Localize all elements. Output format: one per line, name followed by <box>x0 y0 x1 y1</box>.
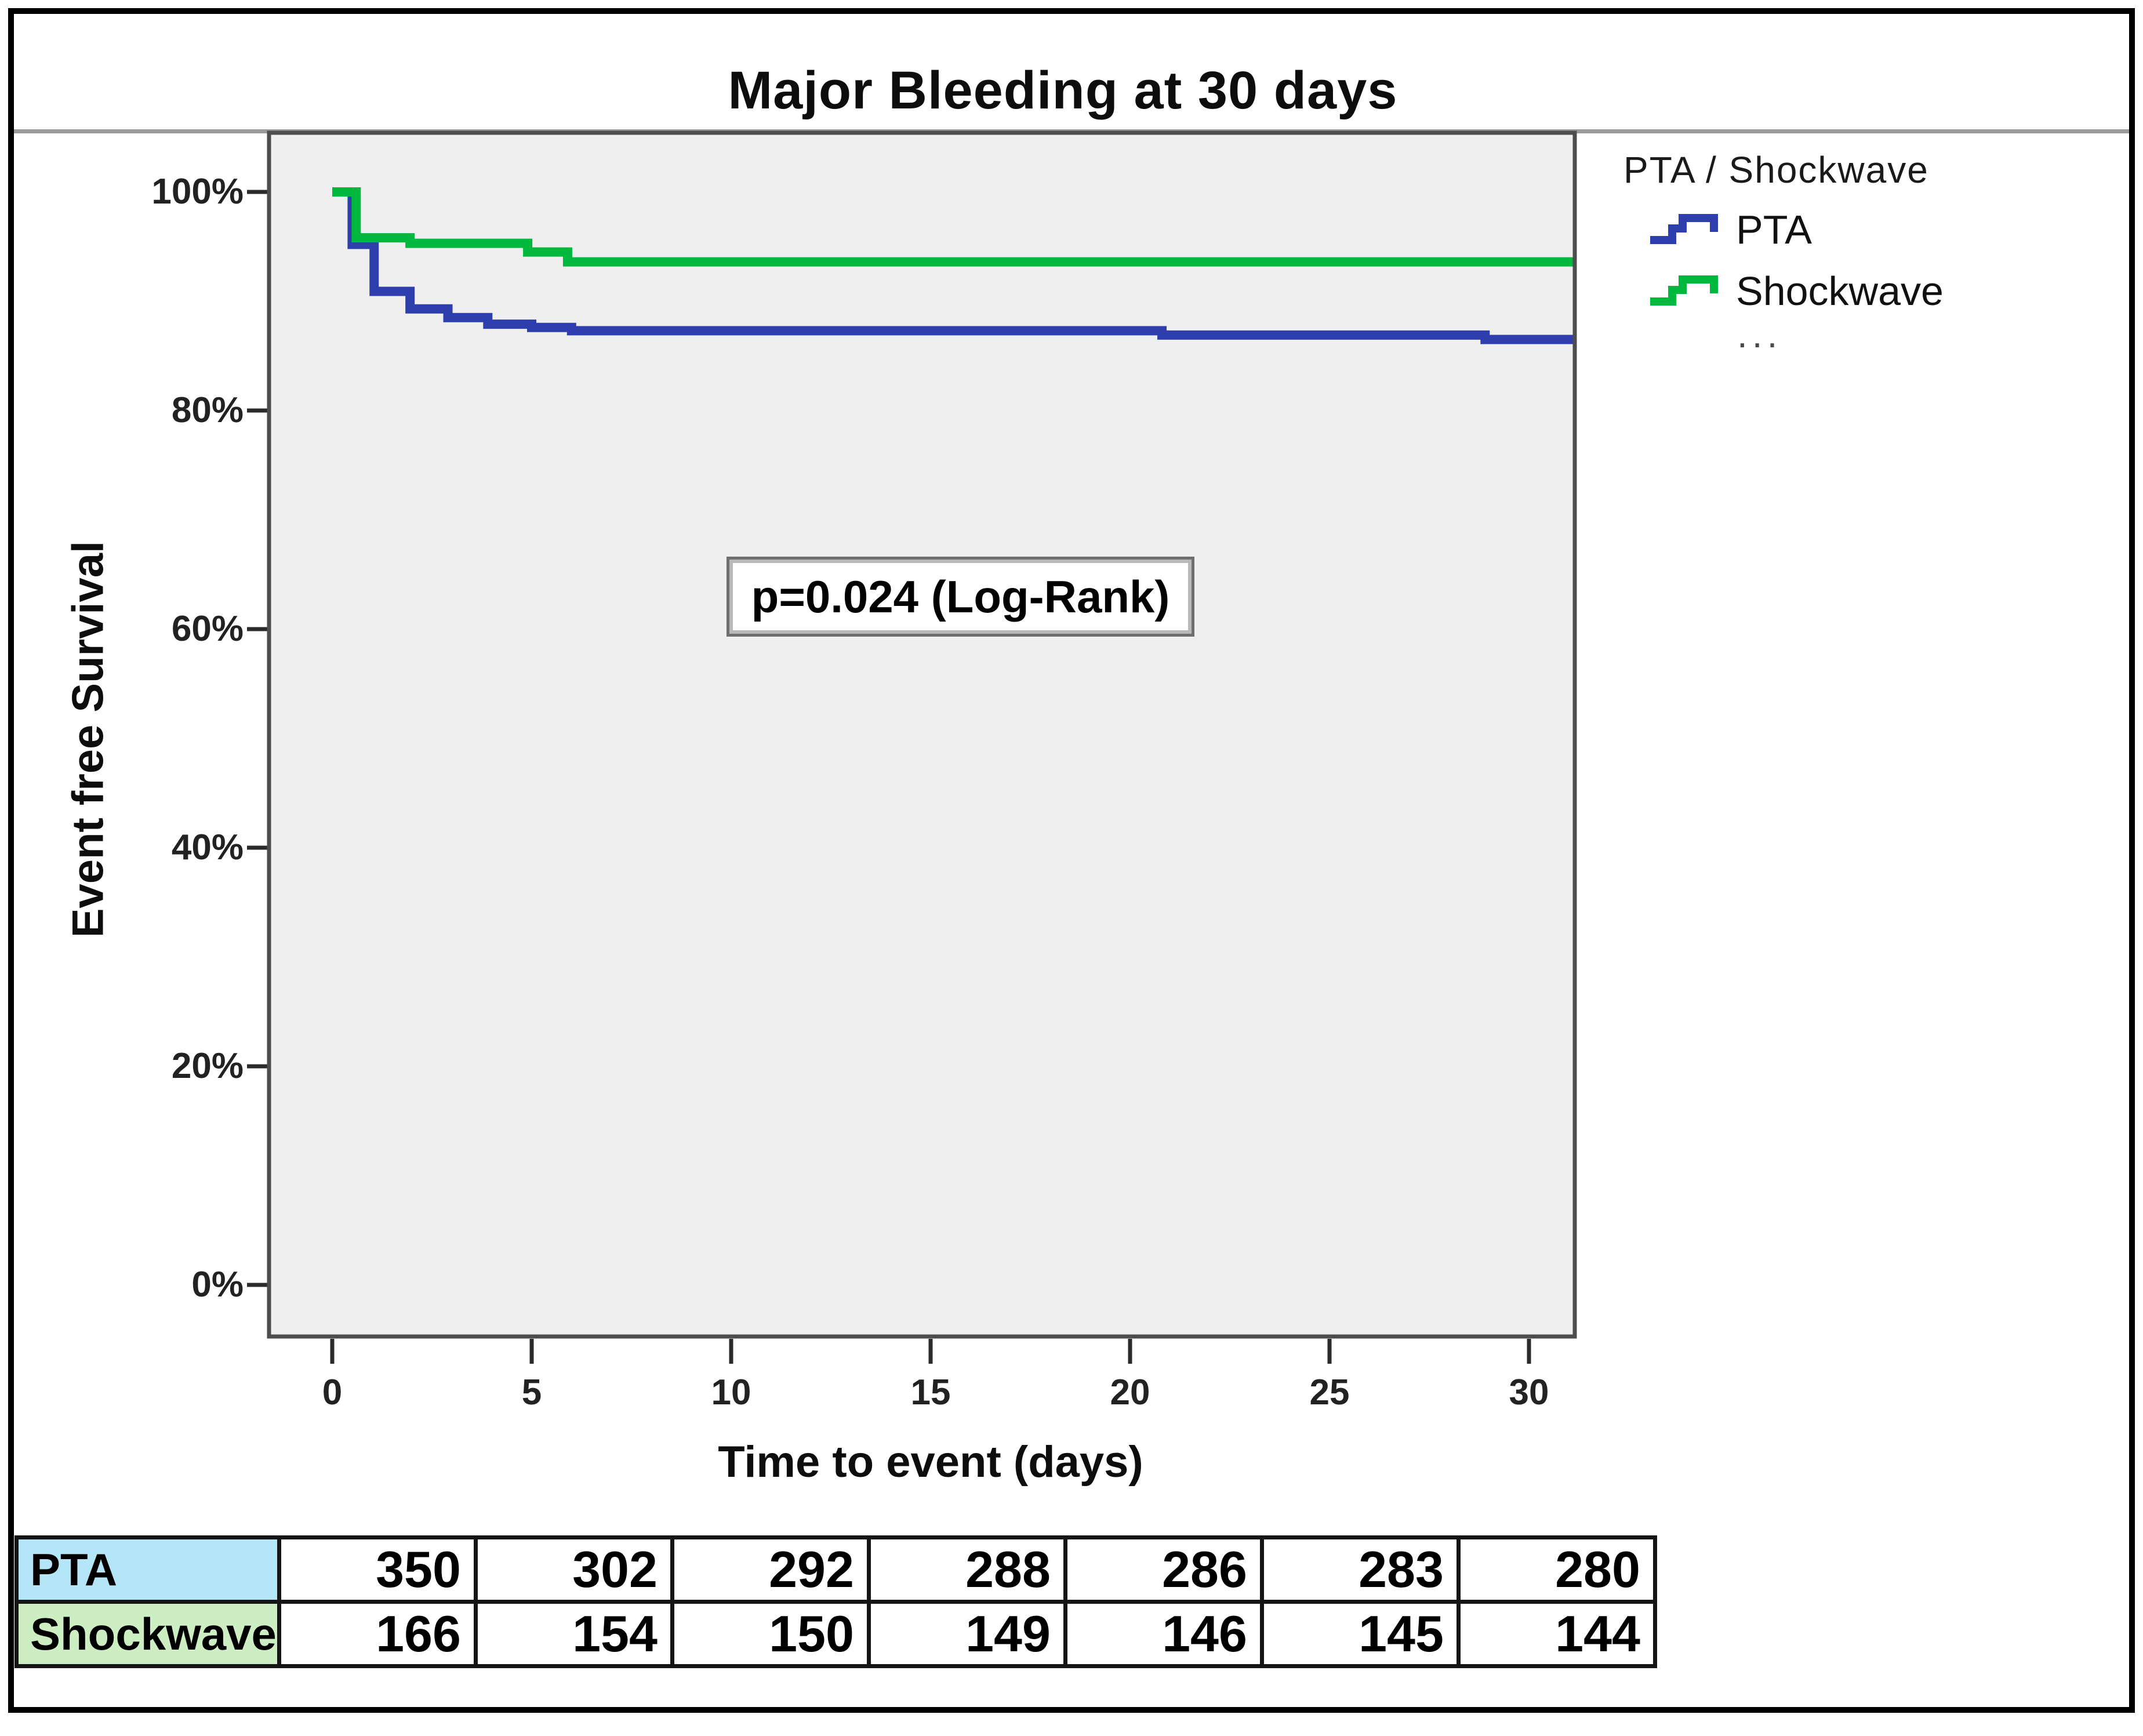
legend-label-pta: PTA <box>1736 207 1812 252</box>
legend-censored-mark: ... <box>1737 314 1782 355</box>
x-tick-label: 15 <box>910 1372 951 1412</box>
y-tick-label: 20% <box>171 1046 244 1086</box>
legend: PTA / Shockwave PTA Shockwave ... <box>1623 148 2134 355</box>
row-label-shockwave: Shockwave <box>14 1600 281 1668</box>
table-row-shockwave: Shockwave 166 154 150 149 146 145 144 <box>14 1600 1657 1668</box>
risk-count: 292 <box>670 1535 871 1604</box>
risk-count: 150 <box>670 1600 871 1668</box>
y-tick-label: 80% <box>171 390 244 430</box>
legend-item-pta: PTA <box>1623 206 2134 253</box>
risk-count: 280 <box>1456 1535 1657 1604</box>
x-tick-label: 10 <box>711 1372 751 1412</box>
x-axis-title: Time to event (days) <box>718 1437 1143 1487</box>
y-axis-title: Event free Survival <box>63 540 113 938</box>
risk-count: 302 <box>473 1535 674 1604</box>
risk-count: 288 <box>866 1535 1067 1604</box>
table-row-pta: PTA 350 302 292 288 286 283 280 <box>14 1535 1657 1604</box>
risk-count: 350 <box>277 1535 478 1604</box>
y-tick-label: 60% <box>171 609 244 649</box>
legend-item-shockwave: Shockwave <box>1623 268 2134 314</box>
risk-count: 166 <box>277 1600 478 1668</box>
y-tick-label: 0% <box>191 1265 244 1305</box>
pvalue-annotation: p=0.024 (Log-Rank) <box>727 557 1194 637</box>
row-label-pta: PTA <box>14 1535 281 1604</box>
x-tick-label: 0 <box>322 1372 343 1412</box>
risk-count: 154 <box>473 1600 674 1668</box>
x-tick-label: 25 <box>1309 1372 1350 1412</box>
risk-count: 145 <box>1259 1600 1461 1668</box>
risk-count: 286 <box>1063 1535 1264 1604</box>
x-tick-label: 20 <box>1110 1372 1150 1412</box>
x-tick-label: 5 <box>521 1372 542 1412</box>
risk-count: 144 <box>1456 1600 1657 1668</box>
y-tick-label: 100% <box>151 172 244 212</box>
number-at-risk-table: PTA 350 302 292 288 286 283 280 Shockwav… <box>14 1535 1657 1668</box>
y-tick-label: 40% <box>171 827 244 867</box>
shockwave-step-line-icon <box>1650 275 1718 306</box>
legend-label-shockwave: Shockwave <box>1736 268 1944 314</box>
pta-step-line-icon <box>1650 214 1718 244</box>
risk-count: 149 <box>866 1600 1067 1668</box>
x-tick-label: 30 <box>1509 1372 1549 1412</box>
risk-count: 283 <box>1259 1535 1461 1604</box>
risk-count: 146 <box>1063 1600 1264 1668</box>
chart-title: Major Bleeding at 30 days <box>728 61 1398 120</box>
outer-border <box>8 8 2135 1713</box>
legend-title: PTA / Shockwave <box>1623 149 1929 191</box>
